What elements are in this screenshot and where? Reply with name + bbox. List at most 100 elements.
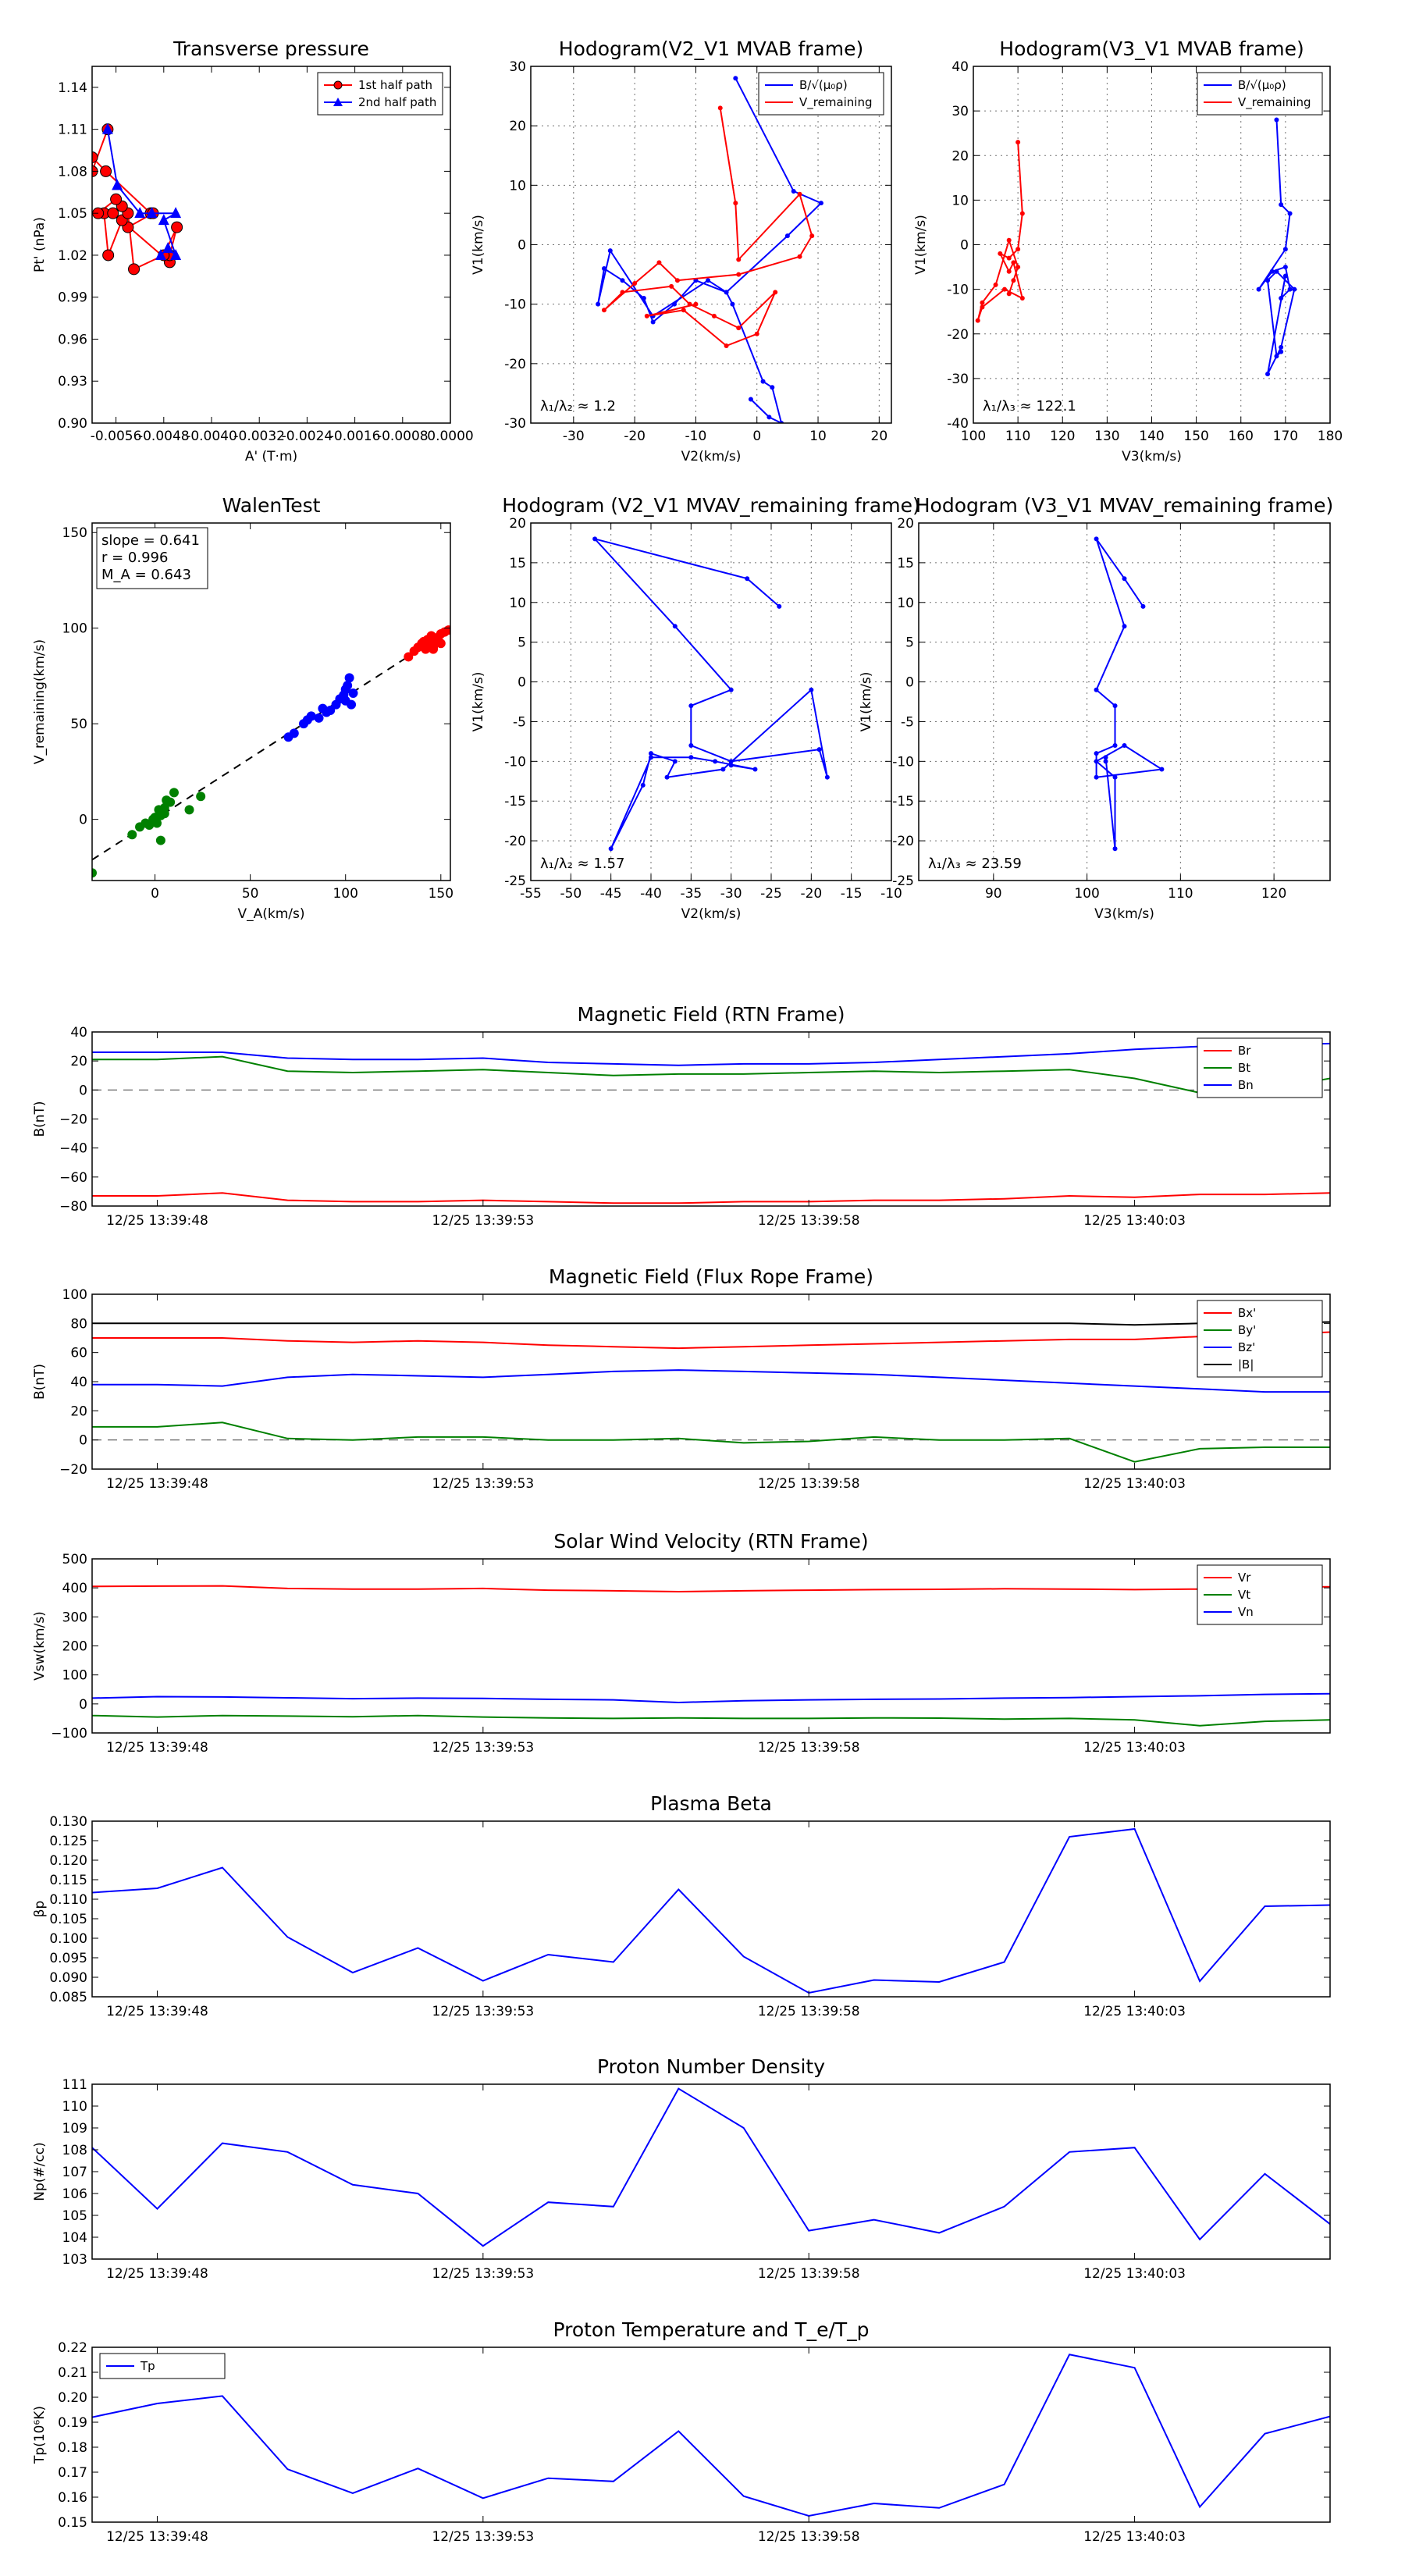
data-point (1094, 536, 1099, 542)
y-tick-label: -10 (892, 754, 914, 770)
x-tick-label: -0.0040 (186, 429, 237, 444)
chart-tp_temp: Proton Temperature and T_e/T_p 0.15 0.16 0.… (32, 2318, 1331, 2545)
plot-area (92, 1042, 1330, 1204)
data-point (1094, 774, 1099, 780)
x-tick-label: -30 (563, 429, 585, 444)
data-point (713, 759, 718, 764)
y-tick-label: 20 (509, 119, 526, 134)
series-line (1094, 538, 1165, 849)
plot-area (975, 117, 1297, 377)
chart-title: Magnetic Field (RTN Frame) (578, 1003, 845, 1026)
data-point (791, 188, 796, 194)
legend-label: V_remaining (799, 95, 873, 110)
y-tick-label: 20 (897, 516, 914, 532)
axes-frame (91, 66, 451, 424)
x-tick-label: -10 (880, 886, 902, 902)
y-tick-label: 0.22 (58, 2340, 87, 2356)
x-tick-label: 12/25 13:39:48 (106, 1740, 208, 1756)
y-tick-label: 0.93 (58, 374, 87, 390)
data-point (1282, 273, 1288, 279)
axes-frame (91, 1031, 1331, 1207)
series-line (92, 1585, 1330, 1593)
y-axis-label: V_remaining(km/s) (32, 639, 48, 764)
data-point (1265, 278, 1271, 283)
y-tick-label: 108 (62, 2143, 87, 2158)
data-point (1274, 269, 1279, 274)
data-point (736, 326, 742, 331)
data-point (1279, 296, 1284, 301)
data-point (770, 385, 775, 390)
data-point (184, 805, 194, 815)
data-point (1112, 846, 1118, 852)
x-tick-label: 10 (809, 429, 827, 444)
x-tick-label: 12/25 13:39:53 (432, 2529, 534, 2545)
x-tick-label: 100 (333, 886, 357, 902)
chart-title: Hodogram(V3_V1 MVAB frame) (999, 37, 1304, 60)
chart-hodo3: Hodogram (V2_V1 MVAV_remaining frame) -25… (471, 494, 920, 922)
data-point (110, 193, 123, 205)
chart-hodo1: Hodogram(V2_V1 MVAB frame) -30 -20 -10 0 10 20… (471, 37, 892, 464)
y-axis-label: V1(km/s) (859, 672, 874, 732)
data-point (1265, 372, 1271, 377)
x-axis-label: V3(km/s) (1094, 906, 1154, 922)
plot-area (92, 625, 450, 878)
chart-title: Hodogram(V2_V1 MVAB frame) (559, 37, 863, 60)
data-point (728, 687, 734, 692)
data-point (314, 713, 324, 723)
y-tick-label: 15 (509, 556, 526, 571)
series-V_remaining (975, 140, 1025, 323)
y-tick-label: −20 (59, 1112, 87, 1128)
y-tick-label: 60 (70, 1346, 87, 1361)
y-tick-label: 0.105 (49, 1912, 87, 1927)
data-point (1016, 247, 1021, 252)
legend-label: Bn (1238, 1078, 1254, 1092)
data-point (688, 742, 694, 748)
y-tick-label: 100 (62, 621, 87, 637)
y-tick-label: 1.11 (58, 123, 87, 138)
series-Vt (92, 1714, 1330, 1727)
y-tick-label: 40 (951, 59, 969, 75)
y-tick-label: 0.90 (58, 416, 87, 432)
data-point (1282, 265, 1288, 270)
legend-label: Bx' (1238, 1306, 1256, 1320)
data-point (816, 747, 822, 753)
axes-frame (91, 1820, 1331, 1998)
data-point (733, 201, 738, 206)
chart-title: Hodogram (V2_V1 MVAV_remaining frame) (502, 494, 920, 517)
series-Bt (92, 1055, 1330, 1094)
series-hodogram (1094, 536, 1165, 852)
y-axis-label: Pt' (nPa) (32, 217, 48, 272)
series-By' (92, 1421, 1330, 1463)
x-tick-label: 12/25 13:40:03 (1083, 1476, 1186, 1492)
stats-line: r = 0.996 (101, 550, 168, 566)
data-point (1256, 286, 1261, 292)
series-line (92, 1192, 1330, 1204)
chart-np: Proton Number Density 103 104 105 106 107 108 1… (32, 2055, 1331, 2282)
data-point (620, 278, 625, 283)
data-point (1274, 354, 1279, 359)
legend-label: B/√(μ₀ρ) (1238, 78, 1286, 92)
data-point (693, 301, 699, 307)
series-line (92, 1369, 1330, 1393)
data-point (92, 151, 98, 163)
data-point (1103, 759, 1108, 764)
data-point (1103, 755, 1108, 760)
data-point (601, 265, 606, 271)
data-point (1279, 349, 1284, 354)
x-tick-label: 12/25 13:39:53 (432, 1740, 534, 1756)
data-point (100, 165, 112, 177)
data-point (171, 221, 183, 233)
chart-hodo4: Hodogram (V3_V1 MVAV_remaining frame) -25… (859, 494, 1333, 922)
axes-frame (91, 2083, 1331, 2260)
series-B/√(μ₀ρ) (596, 76, 823, 423)
data-point (155, 835, 165, 845)
data-point (993, 282, 998, 287)
y-tick-label: -5 (513, 714, 526, 730)
data-point (728, 763, 734, 768)
plot-area (92, 123, 183, 276)
x-tick-label: 0.0000 (427, 429, 473, 444)
data-point (1094, 759, 1099, 764)
series-Br (92, 1192, 1330, 1204)
y-tick-label: 111 (62, 2077, 87, 2093)
y-tick-label: 20 (70, 1054, 87, 1069)
